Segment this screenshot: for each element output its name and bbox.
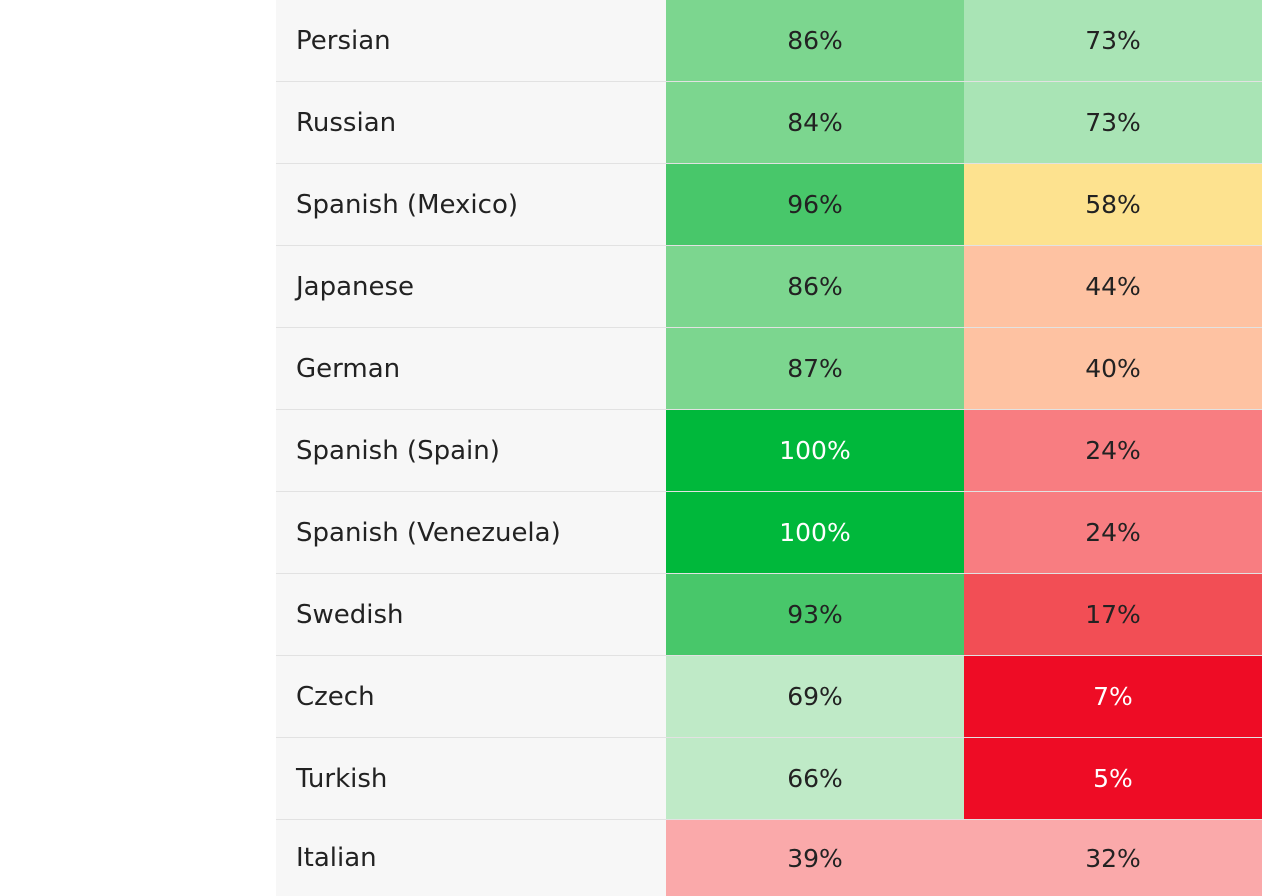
language-name: Spanish (Venezuela) [276, 492, 666, 574]
completion-b: 40% [964, 328, 1262, 410]
completion-a: 84% [666, 82, 964, 164]
completion-a: 100% [666, 410, 964, 492]
table-row: Italian 39% 32% [276, 820, 1262, 896]
language-name: Japanese [276, 246, 666, 328]
table-row: Turkish 66% 5% [276, 738, 1262, 820]
completion-a: 96% [666, 164, 964, 246]
completion-b: 17% [964, 574, 1262, 656]
completion-b: 73% [964, 0, 1262, 82]
completion-a: 39% [666, 820, 964, 896]
table-row: Spanish (Spain) 100% 24% [276, 410, 1262, 492]
language-name: Persian [276, 0, 666, 82]
language-name: Russian [276, 82, 666, 164]
completion-a: 86% [666, 0, 964, 82]
completion-b: 24% [964, 492, 1262, 574]
completion-a: 69% [666, 656, 964, 738]
language-name: Spanish (Spain) [276, 410, 666, 492]
completion-b: 7% [964, 656, 1262, 738]
table-row: Spanish (Venezuela) 100% 24% [276, 492, 1262, 574]
completion-b: 73% [964, 82, 1262, 164]
table-row: Japanese 86% 44% [276, 246, 1262, 328]
table-row: Spanish (Mexico) 96% 58% [276, 164, 1262, 246]
table-row: Czech 69% 7% [276, 656, 1262, 738]
language-name: Spanish (Mexico) [276, 164, 666, 246]
table-row: German 87% 40% [276, 328, 1262, 410]
completion-a: 87% [666, 328, 964, 410]
completion-b: 24% [964, 410, 1262, 492]
completion-b: 32% [964, 820, 1262, 896]
completion-b: 58% [964, 164, 1262, 246]
completion-a: 86% [666, 246, 964, 328]
completion-a: 66% [666, 738, 964, 820]
language-name: Turkish [276, 738, 666, 820]
language-name: Czech [276, 656, 666, 738]
completion-b: 5% [964, 738, 1262, 820]
table-row: Swedish 93% 17% [276, 574, 1262, 656]
completion-a: 100% [666, 492, 964, 574]
language-name: Swedish [276, 574, 666, 656]
table-row: Russian 84% 73% [276, 82, 1262, 164]
language-name: Italian [276, 820, 666, 896]
table-row: Persian 86% 73% [276, 0, 1262, 82]
translation-progress-table: Persian 86% 73% Russian 84% 73% Spanish … [276, 0, 1262, 896]
completion-a: 93% [666, 574, 964, 656]
completion-b: 44% [964, 246, 1262, 328]
language-name: German [276, 328, 666, 410]
